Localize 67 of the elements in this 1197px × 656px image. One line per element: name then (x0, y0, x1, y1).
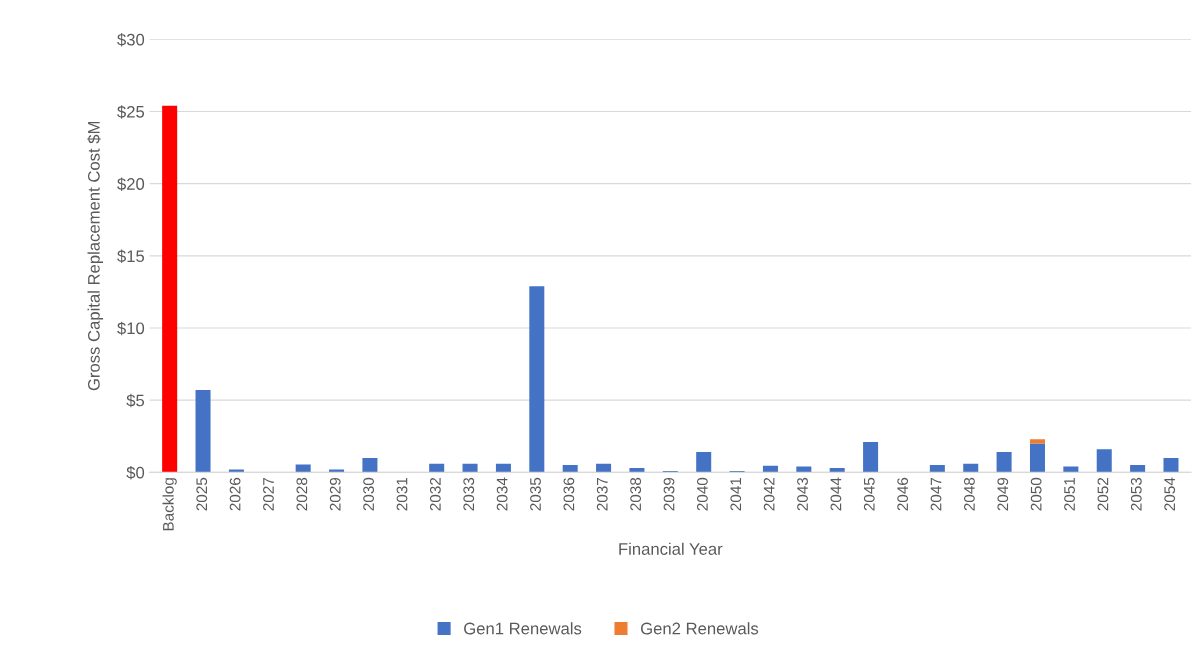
bar (1029, 439, 1045, 444)
x-tick-label: 2045 (863, 477, 875, 511)
bar (562, 465, 578, 473)
y-tick-label: $5 (126, 393, 145, 408)
x-tick-label: 2038 (630, 477, 642, 511)
bar (162, 105, 178, 473)
bar (462, 463, 478, 473)
x-tick-label: 2030 (363, 477, 375, 511)
y-tick-label: $25 (117, 105, 145, 119)
x-axis-title: Financial Year (619, 542, 723, 555)
x-tick-label: 2048 (964, 477, 975, 511)
bar (228, 469, 244, 473)
x-tick-label: 2049 (997, 477, 1009, 511)
x-tick-label: 2051 (1064, 477, 1075, 511)
bar (362, 457, 378, 473)
y-tick-label: $15 (117, 249, 145, 264)
bar (762, 465, 778, 473)
bar (529, 286, 545, 473)
bar (429, 463, 445, 473)
legend-label: Gen2 Renewals (641, 622, 759, 635)
x-tick-label: 2036 (563, 477, 575, 511)
x-tick-label: 2044 (830, 477, 842, 511)
bar (195, 390, 211, 473)
bar (596, 463, 612, 473)
x-tick-label: 2053 (1130, 477, 1142, 511)
x-tick-label: 2025 (196, 477, 208, 511)
bar (863, 442, 879, 473)
x-tick-label: 2033 (463, 477, 475, 511)
x-tick-label: 2050 (1030, 477, 1042, 511)
x-tick-label: 2042 (763, 477, 775, 511)
bar (295, 464, 311, 473)
bar (329, 469, 345, 473)
bar (696, 452, 712, 473)
x-tick-label: 2028 (296, 477, 308, 511)
bar (929, 465, 945, 473)
x-tick-label: 2029 (329, 477, 341, 511)
y-tick-label: $20 (117, 177, 145, 191)
bar (629, 467, 645, 473)
x-tick-label: 2031 (396, 477, 408, 511)
y-tick-label: $10 (117, 321, 145, 336)
x-tick-label: 2037 (596, 477, 608, 511)
bar (495, 463, 511, 473)
bar (1163, 457, 1179, 473)
x-tick-label: 2040 (696, 477, 708, 511)
y-tick-label: $30 (117, 33, 145, 47)
x-tick-label: 2039 (663, 477, 675, 511)
x-tick-label: 2046 (897, 477, 909, 511)
bar (1029, 443, 1045, 473)
y-axis-title: Gross Capital Replacement Cost $M (87, 121, 104, 391)
y-tick-label: $0 (126, 466, 145, 480)
x-tick-label: 2026 (229, 477, 241, 511)
bar (996, 452, 1012, 473)
x-tick-label: 2035 (530, 477, 541, 511)
x-tick-label: 2041 (730, 477, 742, 511)
bar (1096, 449, 1112, 473)
x-tick-label: 2027 (263, 477, 274, 511)
bar (829, 467, 845, 473)
x-tick-label: 2043 (797, 477, 808, 511)
legend-label: Gen1 Renewals (464, 622, 582, 635)
x-tick-label: 2032 (429, 477, 441, 511)
x-tick-label: 2052 (1097, 477, 1109, 511)
bar (1130, 465, 1146, 473)
x-tick-label: 2034 (496, 477, 508, 511)
x-tick-label: 2047 (930, 477, 942, 511)
x-tick-label: Backlog (162, 478, 177, 531)
bar (963, 463, 979, 473)
x-tick-label: 2054 (1164, 477, 1176, 511)
